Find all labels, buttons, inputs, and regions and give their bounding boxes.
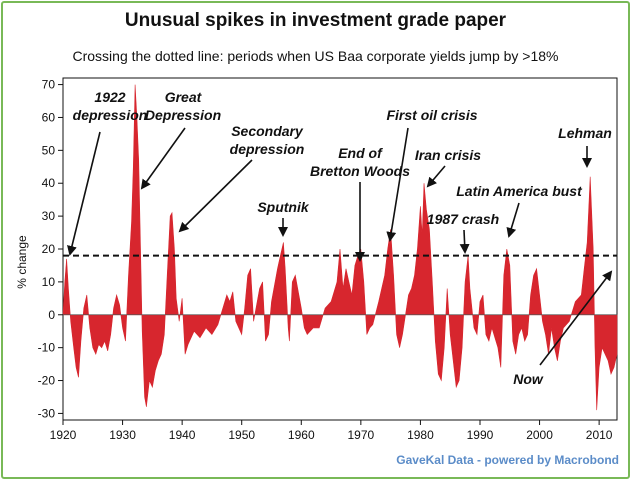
annotation-label: Latin America bust — [456, 183, 583, 199]
x-tick-label: 1920 — [50, 428, 77, 442]
y-tick-label: 0 — [48, 308, 55, 322]
annotation-great: Great Depression — [140, 89, 221, 190]
x-tick-label: 1960 — [288, 428, 315, 442]
annotation-label: Great — [165, 89, 203, 105]
annotation-arrow — [140, 127, 186, 190]
annotation-crash1987: 1987 crash — [427, 211, 499, 254]
annotation-label: Depression — [145, 107, 221, 123]
x-tick-label: 2010 — [586, 428, 613, 442]
x-tick-label: 1980 — [407, 428, 434, 442]
annotation-arrow — [506, 202, 520, 238]
y-tick-label: 50 — [42, 143, 56, 157]
annotation-bretton: End of Bretton Woods — [310, 145, 410, 262]
annotation-latam: Latin America bust — [456, 183, 583, 238]
source-credit: GaveKal Data - powered by Macrobond — [396, 453, 619, 467]
annotation-lehman: Lehman — [558, 125, 612, 168]
annotation-arrow — [426, 165, 446, 188]
annotation-label: 1922 — [94, 89, 125, 105]
x-tick-label: 1970 — [347, 428, 374, 442]
y-tick-label: -20 — [38, 374, 56, 388]
y-tick-label: 10 — [42, 275, 56, 289]
chart-title: Unusual spikes in investment grade paper — [124, 10, 507, 31]
annotation-label: Bretton Woods — [310, 163, 410, 179]
y-tick-label: 60 — [42, 110, 56, 124]
x-tick-label: 2000 — [526, 428, 553, 442]
series-area — [62, 84, 618, 411]
annotation-label: depression — [230, 141, 305, 157]
x-tick-label: 1950 — [228, 428, 255, 442]
x-tick-label: 1940 — [169, 428, 196, 442]
chart-subtitle: Crossing the dotted line: periods when U… — [72, 48, 559, 64]
annotation-label: depression — [73, 107, 148, 123]
annotation-iran: Iran crisis — [415, 147, 481, 188]
y-tick-label: -30 — [38, 406, 56, 420]
annotation-label: Lehman — [558, 125, 612, 141]
annotation-sputnik: Sputnik — [257, 199, 310, 237]
annotation-label: Iran crisis — [415, 147, 481, 163]
annotations-group: 1922 depression Great Depression Secondary de… — [67, 89, 613, 387]
y-tick-label: 20 — [42, 242, 56, 256]
annotation-now: Now — [513, 270, 613, 387]
annotation-label: Sputnik — [257, 199, 310, 215]
y-tick-label: 30 — [42, 209, 56, 223]
y-tick-label: -10 — [38, 341, 56, 355]
annotation-1922: 1922 depression — [67, 89, 148, 256]
annotation-arrow — [539, 270, 613, 366]
y-tick-label: 40 — [42, 176, 56, 190]
annotation-secondary: Secondary depression — [178, 123, 305, 233]
annotation-oil: First oil crisis — [386, 107, 478, 242]
annotation-label: Now — [513, 371, 544, 387]
x-tick-label: 1990 — [467, 428, 494, 442]
annotation-label: Secondary — [231, 123, 304, 139]
y-axis-label: % change — [15, 235, 29, 289]
annotation-arrow — [459, 229, 470, 254]
annotation-arrow — [178, 159, 253, 233]
annotation-label: 1987 crash — [427, 211, 499, 227]
annotation-label: First oil crisis — [386, 107, 477, 123]
annotation-arrow — [67, 131, 101, 256]
tick-labels-group: 1920 1930 1940 1950 1960 1970 1980 1990 2000 2010… — [38, 78, 613, 442]
x-tick-label: 1930 — [109, 428, 136, 442]
annotation-arrow — [386, 127, 409, 242]
annotation-label: End of — [338, 145, 383, 161]
y-tick-label: 70 — [42, 78, 56, 92]
area-series-group — [62, 84, 618, 411]
